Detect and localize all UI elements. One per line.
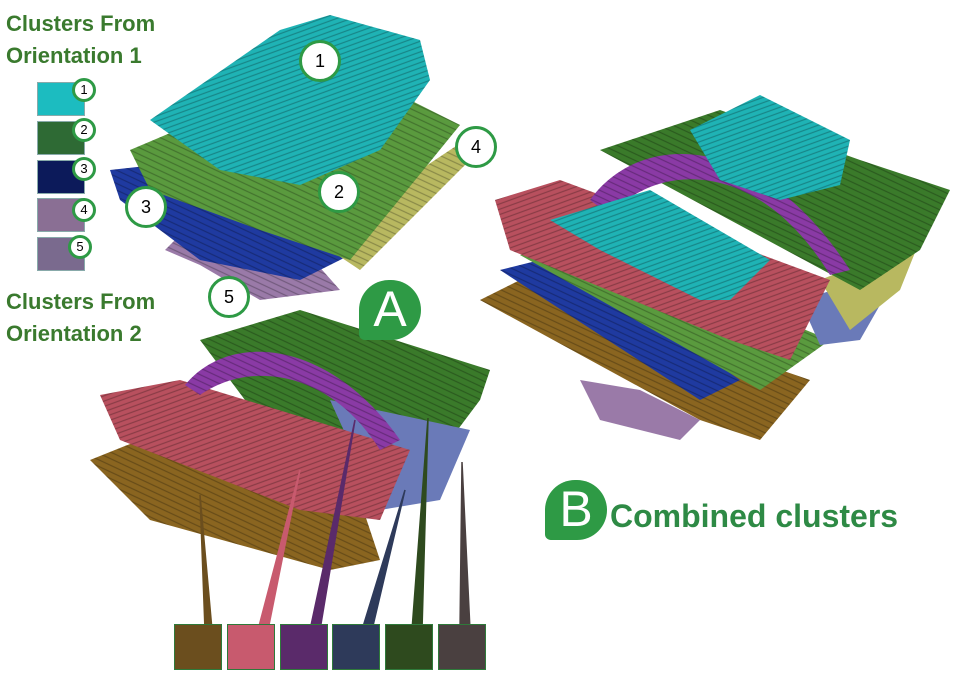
legend2-swatch-6 <box>438 624 486 670</box>
legend2-swatch-5 <box>385 624 433 670</box>
legend-badge-4: 4 <box>72 198 96 222</box>
legend2-swatch-1 <box>174 624 222 670</box>
orientation1-title-line2: Orientation 1 <box>6 43 142 68</box>
orientation1-title: Clusters From Orientation 1 <box>6 8 155 72</box>
orientation1-title-line1: Clusters From <box>6 11 156 36</box>
label-a: A <box>359 280 421 340</box>
legend-badge-3: 3 <box>72 157 96 181</box>
callout-2: 2 <box>318 171 360 213</box>
callout-4: 4 <box>455 126 497 168</box>
orientation2-stack <box>90 310 490 570</box>
legend2-swatch-3 <box>280 624 328 670</box>
legend-badge-1: 1 <box>72 78 96 102</box>
callout-3: 3 <box>125 186 167 228</box>
label-b: B <box>545 480 607 540</box>
callout-5: 5 <box>208 276 250 318</box>
swatch-leaders <box>199 417 471 631</box>
legend2-swatch-2 <box>227 624 275 670</box>
orientation1-stack <box>110 15 470 300</box>
orientation2-title-line1: Clusters From <box>6 289 156 314</box>
orientation2-title: Clusters From Orientation 2 <box>6 286 155 350</box>
combined-clusters-label: Combined clusters <box>610 498 899 534</box>
legend-badge-5: 5 <box>68 235 92 259</box>
legend2-swatch-4 <box>332 624 380 670</box>
combined-stack <box>480 95 950 440</box>
orientation2-title-line2: Orientation 2 <box>6 321 142 346</box>
legend-badge-2: 2 <box>72 118 96 142</box>
callout-1: 1 <box>299 40 341 82</box>
